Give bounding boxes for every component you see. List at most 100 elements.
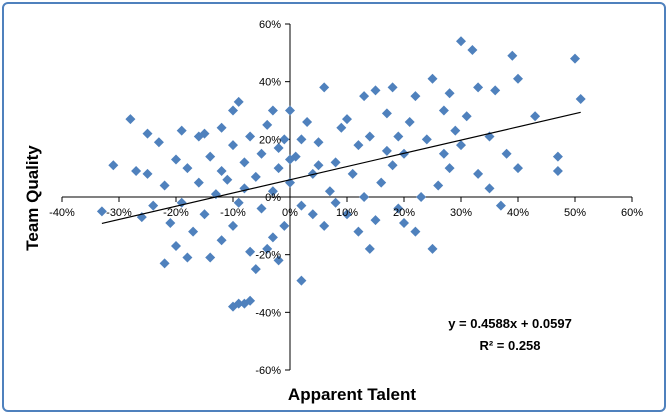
data-point [438, 148, 449, 159]
data-point [387, 160, 398, 171]
data-point [279, 220, 290, 231]
trendline [101, 111, 581, 225]
data-point [125, 114, 136, 125]
data-point [296, 200, 307, 211]
y-tick-label: 20% [259, 134, 281, 146]
data-point [267, 186, 278, 197]
data-point [188, 226, 199, 237]
data-point [273, 142, 284, 153]
data-point [359, 91, 370, 102]
data-point [575, 93, 586, 104]
data-point [216, 166, 227, 177]
data-point [359, 192, 370, 202]
x-tick-label: 0% [282, 207, 298, 219]
data-point [273, 163, 284, 174]
data-point [222, 174, 233, 185]
y-tick-label: -20% [255, 250, 281, 262]
data-point [182, 163, 193, 174]
data-point [324, 186, 335, 197]
data-point [438, 105, 449, 116]
data-point [233, 197, 244, 208]
data-point [319, 220, 330, 231]
data-point [307, 209, 318, 220]
data-point [399, 217, 409, 228]
data-point [570, 53, 580, 64]
data-point [461, 111, 472, 122]
data-point [552, 151, 563, 162]
data-point [393, 203, 404, 214]
data-point [410, 91, 421, 102]
data-point [205, 151, 216, 162]
data-point [262, 119, 273, 130]
data-point [353, 226, 364, 237]
data-point [267, 232, 278, 243]
data-point [171, 154, 181, 165]
data-point [296, 275, 307, 286]
data-point [381, 108, 392, 119]
data-point [245, 246, 256, 257]
data-point [347, 168, 358, 179]
data-point [313, 137, 324, 148]
data-point [467, 44, 478, 55]
data-point [530, 111, 541, 122]
data-point [353, 140, 364, 151]
data-point [364, 131, 375, 142]
x-tick-label: 10% [336, 207, 358, 219]
x-tick-label: -40% [49, 207, 75, 219]
data-point [239, 157, 250, 168]
data-point [273, 255, 284, 266]
data-point [456, 140, 466, 151]
data-point [199, 128, 210, 139]
data-points [96, 36, 586, 312]
data-point [387, 82, 398, 93]
data-point [279, 134, 290, 145]
data-point [336, 122, 347, 133]
data-point [330, 157, 341, 168]
data-point [501, 148, 512, 159]
x-tick-label: -30% [106, 207, 132, 219]
data-point [159, 258, 170, 269]
y-tick-label: -40% [255, 307, 281, 319]
data-point [233, 96, 244, 107]
data-point [507, 50, 518, 61]
data-point [364, 243, 375, 254]
data-point [313, 160, 324, 171]
data-point [256, 148, 267, 159]
data-point [108, 160, 119, 171]
data-point [370, 215, 381, 226]
data-point [302, 117, 313, 128]
data-point [393, 131, 404, 142]
x-tick-label: -20% [163, 207, 189, 219]
data-point [370, 85, 381, 96]
data-point [456, 36, 466, 47]
data-point [513, 163, 523, 174]
data-point [250, 264, 261, 275]
data-point [427, 73, 438, 84]
x-tick-label: 60% [621, 207, 643, 219]
data-point [433, 180, 444, 191]
data-point [239, 183, 250, 194]
data-point [153, 137, 164, 148]
data-point [513, 73, 523, 84]
axes [61, 23, 633, 371]
data-point [450, 125, 461, 136]
trendline-group [101, 111, 581, 225]
data-point [410, 226, 421, 237]
data-point [182, 252, 193, 263]
x-axis-title: Apparent Talent [288, 385, 416, 404]
data-point [159, 180, 170, 191]
data-point [404, 117, 415, 128]
data-point [444, 163, 455, 174]
data-point [444, 88, 455, 99]
data-point [490, 85, 501, 96]
data-point [193, 177, 204, 188]
data-point [199, 209, 210, 220]
x-tick-label: 40% [507, 207, 529, 219]
y-tick-label: 40% [259, 77, 281, 89]
data-point [245, 131, 256, 142]
data-point [473, 168, 484, 179]
data-point [228, 105, 238, 116]
chart-frame [2, 2, 666, 412]
data-point [319, 82, 330, 93]
